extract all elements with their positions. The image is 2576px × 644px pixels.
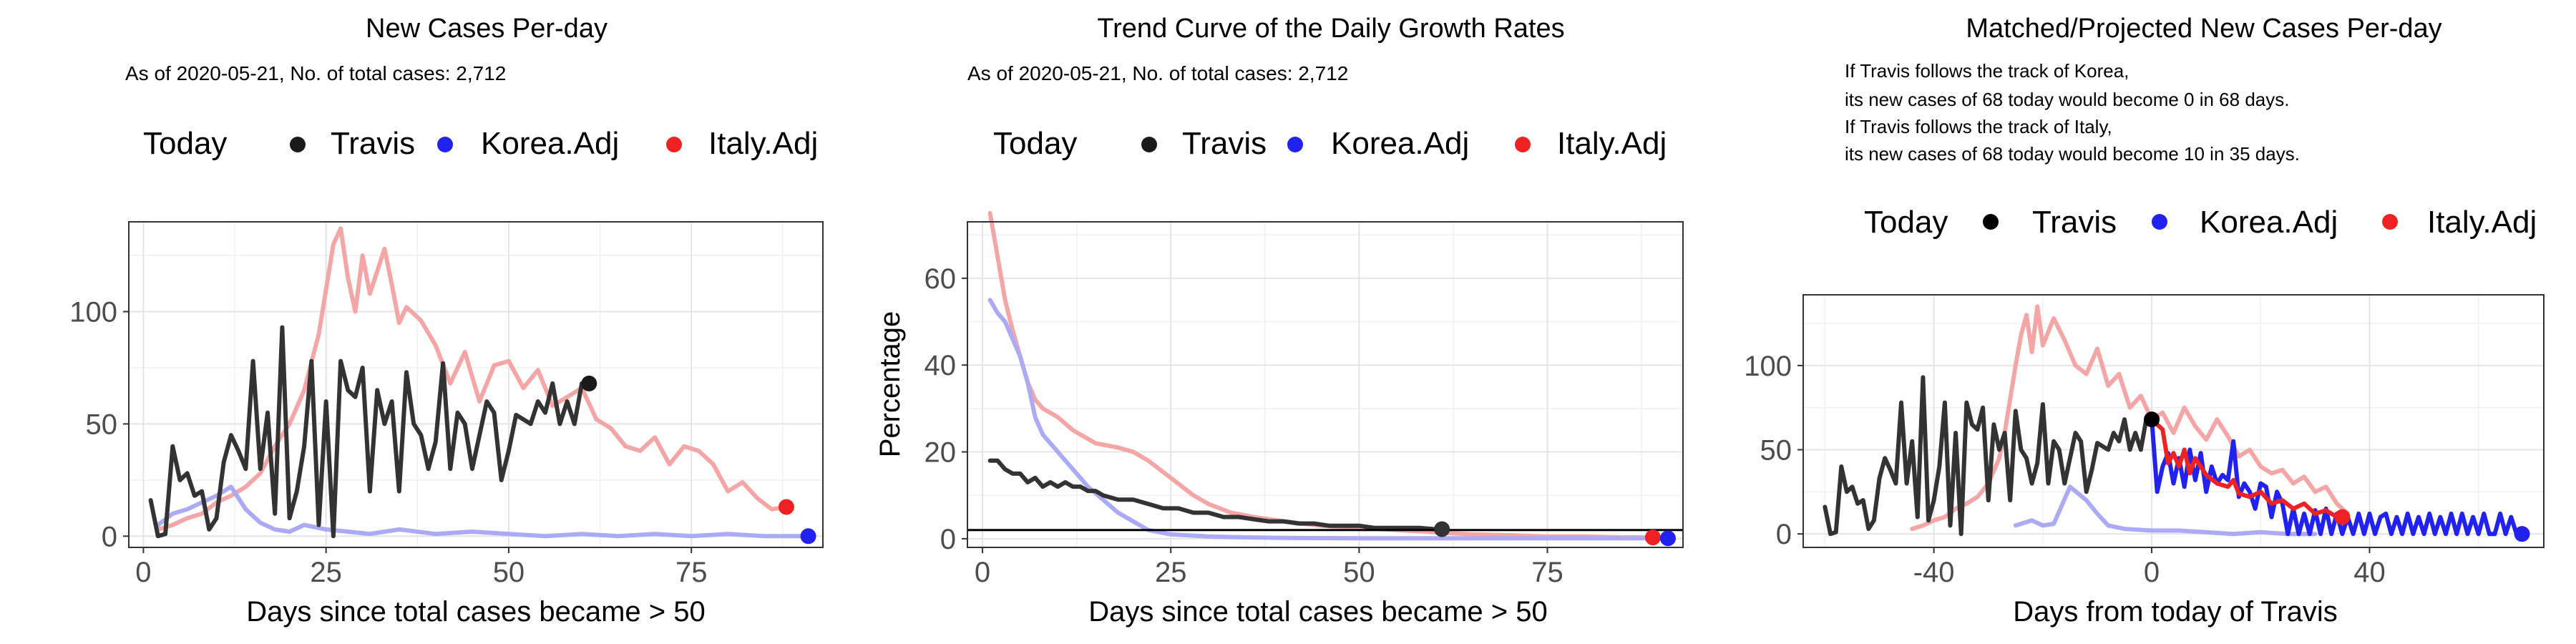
- legend-marker-travis: [290, 137, 306, 152]
- gridlines: [967, 222, 1683, 547]
- legend-title: Today: [1864, 205, 1948, 240]
- today-point-italy-adj: [778, 499, 794, 515]
- x-tick-label: 0: [2144, 557, 2160, 588]
- x-tick-label: -40: [1913, 557, 1955, 588]
- legend-label-travis: Travis: [331, 126, 415, 161]
- plot-frame: [1802, 294, 2545, 548]
- today-point-italy-adj: [1644, 530, 1661, 546]
- legend: Today Travis Korea.Adj Italy.Adj: [1864, 205, 2537, 240]
- subtitle-line-3: If Travis follows the track of Italy,: [1845, 116, 2112, 137]
- series-line-travis: [987, 458, 1445, 532]
- today-points: [2144, 411, 2530, 542]
- x-tick-label: 50: [493, 557, 525, 588]
- x-tick-label: 50: [1343, 557, 1375, 588]
- legend-marker-italy: [1515, 137, 1531, 152]
- x-axis-label: Days since total cases became > 50: [246, 596, 705, 628]
- plot-area: 0 25 50 75 0 20 40 60: [924, 210, 1684, 588]
- legend-label-korea: Korea.Adj: [1331, 126, 1469, 161]
- chart-subtitle: As of 2020-05-21, No. of total cases: 2,…: [967, 62, 1348, 84]
- today-points: [1434, 521, 1676, 547]
- today-points: [581, 375, 816, 545]
- today-point-travis: [581, 375, 597, 391]
- subtitle-line-2: its new cases of 68 today would become 0…: [1845, 89, 2289, 110]
- today-point-travis: [2144, 411, 2160, 428]
- plot-frame: [967, 221, 1684, 548]
- today-point-korea-adj: [800, 528, 816, 545]
- legend-label-italy: Italy.Adj: [2427, 205, 2537, 240]
- plot-frame: [128, 221, 824, 548]
- legend-marker-travis: [1983, 214, 1999, 230]
- legend: Today Travis Korea.Adj Italy.Adj: [143, 126, 818, 161]
- x-tick-label: 40: [2353, 557, 2386, 588]
- plot-area: -40 0 40 0 50 100: [1744, 294, 2545, 588]
- y-tick-label: 100: [1744, 351, 1792, 382]
- chart-subtitle: As of 2020-05-21, No. of total cases: 2,…: [125, 62, 506, 84]
- chart-title: New Cases Per-day: [366, 14, 608, 44]
- x-tick-label: 25: [310, 557, 342, 588]
- plot-background: [1803, 295, 2544, 547]
- y-tick-label: 100: [69, 297, 117, 328]
- legend-label-korea: Korea.Adj: [481, 126, 619, 161]
- legend-title: Today: [143, 126, 227, 161]
- axis-ticks: -40 0 40 0 50 100: [1744, 351, 2385, 588]
- x-tick-label: 0: [135, 557, 151, 588]
- today-point-italy-adj: [2334, 509, 2351, 525]
- plot-background: [967, 222, 1683, 547]
- y-tick-label: 0: [102, 521, 117, 552]
- legend-label-korea: Korea.Adj: [2200, 205, 2338, 240]
- series-line-travis: [1823, 375, 2155, 537]
- x-tick-label: 75: [1531, 557, 1563, 588]
- panel-growth-rates: Trend Curve of the Daily Growth Rates As…: [874, 14, 1684, 628]
- x-tick-label: 75: [675, 557, 708, 588]
- today-point-korea-adj: [1659, 530, 1676, 547]
- series-lines: [987, 210, 1670, 541]
- chart-title: Matched/Projected New Cases Per-day: [1966, 14, 2441, 44]
- subtitle-line-1: If Travis follows the track of Korea,: [1845, 60, 2129, 82]
- legend-marker-travis: [1141, 137, 1157, 152]
- y-tick-label: 50: [1760, 435, 1792, 467]
- y-tick-label: 20: [924, 437, 957, 469]
- y-tick-label: 60: [924, 263, 957, 295]
- series-lines: [1823, 304, 2524, 537]
- legend-title: Today: [993, 126, 1077, 161]
- legend-marker-italy: [2382, 214, 2398, 230]
- y-tick-label: 0: [940, 524, 956, 555]
- axis-ticks: 0 25 50 75 0 50 100: [69, 297, 707, 588]
- series-line-korea-adj: [987, 298, 1670, 541]
- legend-marker-korea: [2152, 214, 2167, 230]
- panel-projected-cases: Matched/Projected New Cases Per-day If T…: [1744, 14, 2545, 628]
- legend-marker-italy: [666, 137, 682, 152]
- legend-label-italy: Italy.Adj: [708, 126, 818, 161]
- subtitle-line-4: its new cases of 68 today would become 1…: [1845, 143, 2300, 165]
- x-tick-label: 25: [1155, 557, 1187, 588]
- legend-label-italy: Italy.Adj: [1557, 126, 1667, 161]
- today-point-travis: [1434, 521, 1450, 537]
- series-line-italy-adj: [2150, 417, 2345, 519]
- today-point-korea-adj: [2514, 526, 2530, 542]
- y-axis-label: Percentage: [874, 311, 906, 458]
- series-line-korea-adj-matched: [2013, 484, 2318, 537]
- legend-label-travis: Travis: [2032, 205, 2117, 240]
- series-line-travis: [148, 325, 592, 539]
- y-tick-label: 50: [86, 409, 118, 440]
- x-tick-label: 0: [975, 557, 990, 588]
- panel-new-cases: New Cases Per-day As of 2020-05-21, No. …: [69, 14, 824, 628]
- legend-marker-korea: [437, 137, 453, 152]
- series-lines: [148, 226, 804, 539]
- axis-ticks: 0 25 50 75 0 20 40 60: [924, 263, 1563, 588]
- y-tick-label: 0: [1776, 519, 1792, 550]
- chart-title: Trend Curve of the Daily Growth Rates: [1097, 14, 1564, 44]
- legend-marker-korea: [1287, 137, 1303, 152]
- y-tick-label: 40: [924, 350, 957, 381]
- plot-area: 0 25 50 75 0 50 100: [69, 221, 824, 588]
- x-axis-label: Days since total cases became > 50: [1088, 596, 1547, 628]
- x-axis-label: Days from today of Travis: [2013, 596, 2337, 628]
- legend-label-travis: Travis: [1182, 126, 1267, 161]
- legend: Today Travis Korea.Adj Italy.Adj: [993, 126, 1667, 161]
